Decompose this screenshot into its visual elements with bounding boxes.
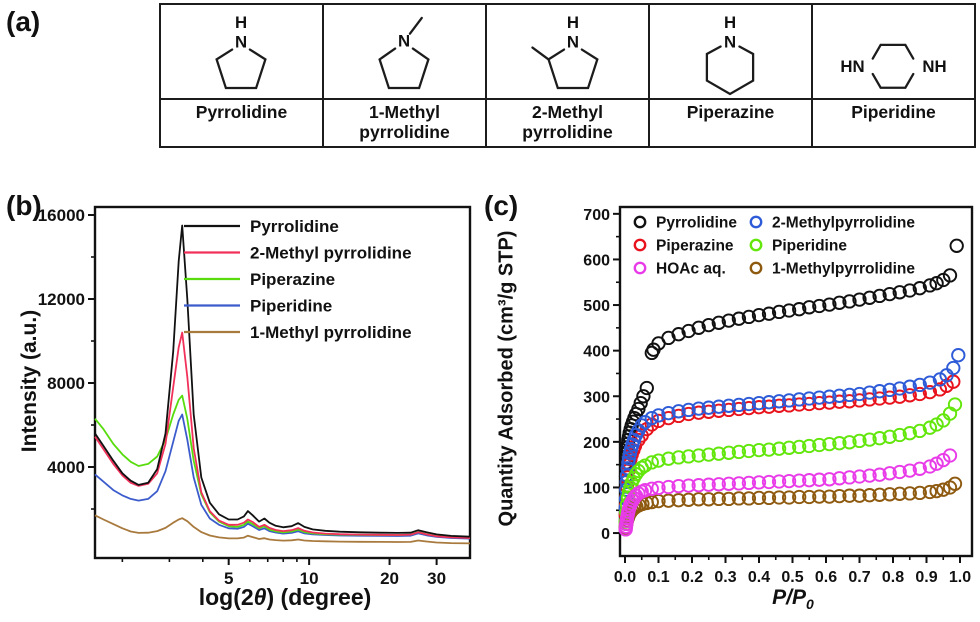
xrd-x-axis-title: log(2θ) (degree) — [198, 584, 372, 610]
molecule-name: 1-Methyl pyrrolidine — [359, 102, 450, 142]
svg-text:Piperidine: Piperidine — [250, 297, 332, 316]
svg-text:1-Methylpyrrolidine: 1-Methylpyrrolidine — [772, 261, 915, 278]
panel-a-label: (a) — [6, 6, 41, 37]
svg-text:2-Methylpyrrolidine: 2-Methylpyrrolidine — [772, 215, 915, 232]
molecule-table: H N Pyrrolidine N 1-Methyl pyrrolidine — [159, 3, 976, 148]
legend: Pyrrolidine Piperazine HOAc aq. 2-Methylpyr… — [633, 215, 915, 278]
atom-label: H — [724, 13, 736, 32]
atom-label: N — [567, 33, 579, 52]
molecule-name: Pyrrolidine — [195, 102, 288, 122]
svg-text:600: 600 — [583, 252, 610, 269]
svg-text:1.0: 1.0 — [949, 569, 971, 586]
2-methylpyrrolidine-structure-icon: H N — [531, 13, 599, 90]
svg-text:0.1: 0.1 — [647, 569, 669, 586]
molecule-name: Piperazine — [686, 102, 775, 122]
series-piperazine — [94, 394, 471, 539]
svg-text:Piperazine: Piperazine — [250, 270, 335, 289]
isotherm-chart: 0.0 0.1 0.2 0.3 0.4 0.5 0.6 0.7 0.8 0.9 1.0 0 100 200… — [583, 205, 974, 586]
molecule-name: 2-Methyl pyrrolidine — [522, 102, 613, 142]
theta-symbol: θ — [253, 584, 267, 610]
xrd-y-axis-title: Intensity (a.u.) — [18, 309, 41, 453]
series-piperidine — [618, 397, 963, 529]
axis-ticks: 5 10 20 30 4000 8000 12000 16000 — [38, 206, 446, 588]
svg-text:0.6: 0.6 — [815, 569, 837, 586]
atom-label: H — [567, 13, 579, 32]
svg-text:0.8: 0.8 — [882, 569, 904, 586]
svg-text:5: 5 — [224, 569, 233, 588]
table-cell-1-methylpyrrolidine: N 1-Methyl pyrrolidine — [324, 5, 487, 146]
svg-text:0.0: 0.0 — [614, 569, 636, 586]
piperidine-structure-icon: HN NH — [840, 43, 947, 89]
series-1-methyl-pyrrolidine — [94, 514, 471, 545]
plot-box — [93, 205, 472, 560]
svg-text:8000: 8000 — [47, 374, 85, 393]
series-piperidine — [94, 413, 471, 540]
legend: Pyrrolidine 2-Methyl pyrrolidine Piperazin… — [184, 217, 412, 342]
table-cell-pyrrolidine: H N Pyrrolidine — [161, 5, 324, 146]
svg-text:200: 200 — [583, 435, 610, 452]
axis-ticks: 0.0 0.1 0.2 0.3 0.4 0.5 0.6 0.7 0.8 0.9 1.0 0 100 200… — [583, 207, 971, 586]
atom-label: N — [235, 33, 247, 52]
svg-text:30: 30 — [427, 569, 446, 588]
svg-text:Pyrrolidine: Pyrrolidine — [656, 215, 737, 232]
svg-text:20: 20 — [380, 569, 399, 588]
svg-text:Pyrrolidine: Pyrrolidine — [250, 217, 339, 236]
svg-text:0.7: 0.7 — [848, 569, 870, 586]
series-1-methylpyrrolidine — [618, 476, 963, 535]
svg-text:100: 100 — [583, 480, 610, 497]
svg-text:4000: 4000 — [47, 458, 85, 477]
1-methylpyrrolidine-structure-icon: N — [378, 16, 430, 90]
svg-text:Piperidine: Piperidine — [772, 238, 847, 255]
atom-label: HN — [840, 57, 864, 76]
svg-text:0.4: 0.4 — [748, 569, 770, 586]
atom-label: N — [724, 33, 736, 52]
svg-text:12000: 12000 — [38, 290, 85, 309]
svg-text:300: 300 — [583, 389, 610, 406]
svg-text:500: 500 — [583, 298, 610, 315]
svg-text:700: 700 — [583, 207, 610, 224]
series-2-methylpyrrolidine — [618, 348, 966, 516]
pyrrolidine-structure-icon: H N — [215, 13, 267, 90]
xrd-chart: 5 10 20 30 4000 8000 12000 16000 Pyrrolidine 2-Me… — [38, 205, 472, 588]
series-2-methyl-pyrrolidine — [94, 331, 471, 539]
molecule-name: Piperidine — [851, 102, 936, 122]
atom-label: H — [235, 13, 247, 32]
table-cell-piperidine: HN NH Piperidine — [813, 5, 974, 146]
table-cell-piperazine: H N Piperazine — [650, 5, 813, 146]
svg-text:1-Methyl pyrrolidine: 1-Methyl pyrrolidine — [250, 323, 412, 342]
svg-text:Piperazine: Piperazine — [656, 238, 734, 255]
svg-text:0.9: 0.9 — [915, 569, 937, 586]
svg-text:HOAc aq.: HOAc aq. — [656, 261, 726, 278]
plot-box — [618, 205, 974, 558]
isotherm-y-axis-title: Quantity Adsorbed (cm³/g STP) — [495, 230, 518, 527]
piperazine-structure-icon: H N — [705, 13, 755, 96]
panel-c-label: (c) — [484, 190, 519, 221]
svg-text:400: 400 — [583, 344, 610, 361]
svg-text:16000: 16000 — [38, 206, 85, 225]
series-pyrrolidine — [94, 224, 471, 538]
series-hoac-aq- — [618, 448, 958, 537]
isotherm-x-axis-title: P/P0 — [772, 586, 814, 613]
atom-label: NH — [922, 57, 946, 76]
table-cell-2-methylpyrrolidine: H N 2-Methyl pyrrolidine — [487, 5, 650, 146]
svg-text:0.3: 0.3 — [714, 569, 736, 586]
panel-b-label: (b) — [6, 190, 42, 221]
svg-text:0: 0 — [601, 526, 610, 543]
svg-text:2-Methyl pyrrolidine: 2-Methyl pyrrolidine — [250, 244, 412, 263]
svg-text:10: 10 — [300, 569, 319, 588]
svg-text:0.5: 0.5 — [781, 569, 803, 586]
atom-label: N — [398, 32, 410, 51]
svg-text:0.2: 0.2 — [681, 569, 703, 586]
